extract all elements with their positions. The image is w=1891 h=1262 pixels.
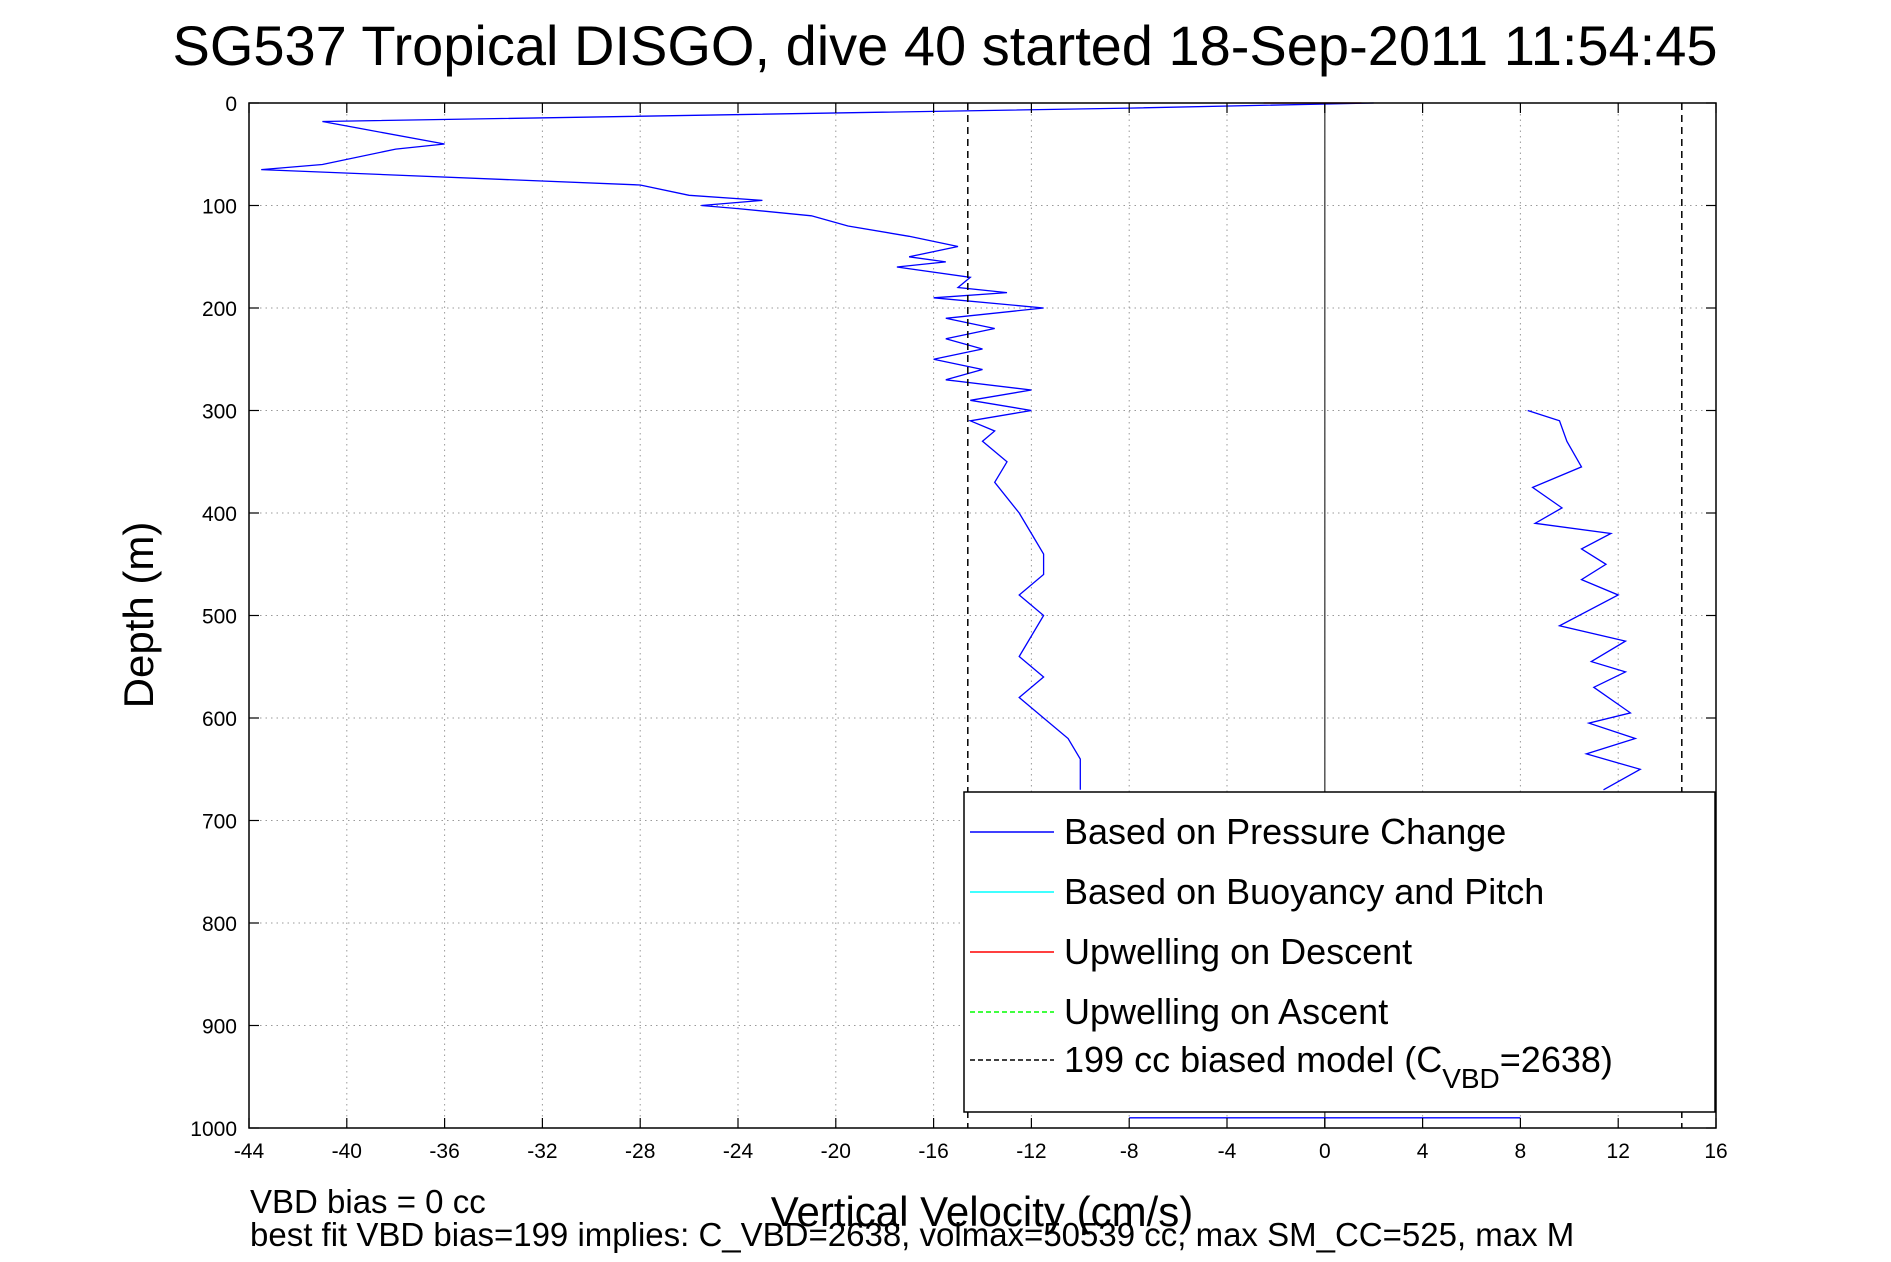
y-tick-label: 100 [202, 196, 237, 219]
x-tick-label: 12 [1607, 1140, 1630, 1163]
y-tick-label: 400 [202, 503, 237, 526]
y-tick-label: 600 [202, 708, 237, 731]
x-tick-labels: -44 -40 -36 -32 -28 -24 -20 -16 -12 -8 -4 0 4 8 12 16 [234, 103, 1728, 1163]
legend-label: Upwelling on Descent [1064, 931, 1412, 972]
y-tick-label: 1000 [190, 1118, 237, 1141]
x-tick-label: -40 [332, 1140, 362, 1163]
y-tick-label: 900 [202, 1016, 237, 1039]
x-tick-label: 8 [1515, 1140, 1527, 1163]
chart-title: SG537 Tropical DISGO, dive 40 started 18… [172, 14, 1717, 77]
x-tick-label: -24 [723, 1140, 754, 1163]
x-tick-label: 0 [1319, 1140, 1331, 1163]
x-tick-label: -8 [1120, 1140, 1139, 1163]
footer-line-1: VBD bias = 0 cc [250, 1183, 486, 1220]
y-tick-label: 300 [202, 401, 237, 424]
legend-label: Upwelling on Ascent [1064, 991, 1388, 1032]
x-tick-label: 4 [1417, 1140, 1429, 1163]
x-tick-label: -4 [1218, 1140, 1237, 1163]
x-axis-label: Vertical Velocity (cm/s) [771, 1188, 1193, 1235]
y-tick-label: 700 [202, 811, 237, 834]
series-line-0-1 [1527, 409, 1642, 791]
x-tick-label: -36 [429, 1140, 459, 1163]
series-line-0-0 [261, 102, 1374, 790]
x-tick-label: 16 [1704, 1140, 1727, 1163]
legend-box [963, 791, 1716, 1113]
footer-line-2: best fit VBD bias=199 implies: C_VBD=263… [250, 1216, 1574, 1253]
y-tick-label: 800 [202, 913, 237, 936]
x-tick-label: -32 [527, 1140, 557, 1163]
x-tick-label: -16 [918, 1140, 948, 1163]
y-tick-labels: 0 100 200 300 400 500 600 700 800 900 1000 [190, 93, 1716, 1141]
y-tick-label: 200 [202, 298, 237, 321]
legend: Based on Pressure Change Based on Buoyanc… [963, 791, 1716, 1113]
legend-label: Based on Buoyancy and Pitch [1064, 871, 1544, 912]
y-tick-label: 500 [202, 606, 237, 629]
x-tick-label: -12 [1016, 1140, 1046, 1163]
y-axis-label: Depth (m) [115, 522, 162, 709]
x-tick-label: -44 [234, 1140, 265, 1163]
legend-label: Based on Pressure Change [1064, 811, 1506, 852]
y-tick-label: 0 [225, 93, 237, 116]
x-tick-label: -20 [821, 1140, 851, 1163]
legend-label: 199 cc biased model (CVBD=2638) [1064, 1039, 1613, 1094]
x-tick-label: -28 [625, 1140, 655, 1163]
